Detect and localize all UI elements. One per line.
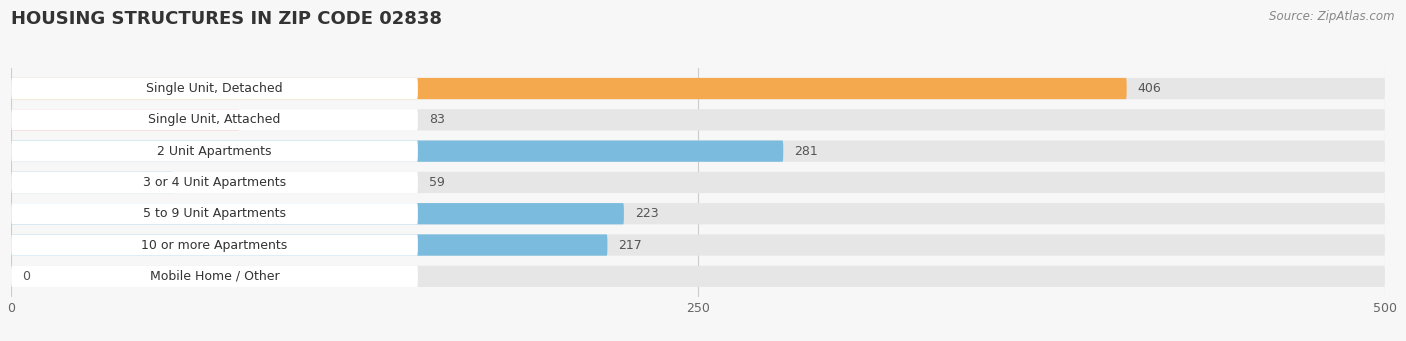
FancyBboxPatch shape	[11, 234, 1385, 256]
FancyBboxPatch shape	[11, 234, 607, 256]
FancyBboxPatch shape	[11, 140, 783, 162]
FancyBboxPatch shape	[11, 203, 418, 224]
FancyBboxPatch shape	[11, 140, 418, 162]
FancyBboxPatch shape	[11, 234, 418, 256]
Text: 223: 223	[636, 207, 658, 220]
FancyBboxPatch shape	[11, 172, 1385, 193]
Text: 281: 281	[794, 145, 818, 158]
FancyBboxPatch shape	[11, 203, 624, 224]
FancyBboxPatch shape	[11, 78, 418, 99]
Text: 83: 83	[429, 113, 444, 126]
Text: Single Unit, Attached: Single Unit, Attached	[149, 113, 281, 126]
Text: Single Unit, Detached: Single Unit, Detached	[146, 82, 283, 95]
FancyBboxPatch shape	[11, 78, 1385, 99]
Text: 59: 59	[429, 176, 444, 189]
Text: 10 or more Apartments: 10 or more Apartments	[142, 239, 288, 252]
FancyBboxPatch shape	[11, 203, 1385, 224]
FancyBboxPatch shape	[11, 172, 173, 193]
Text: HOUSING STRUCTURES IN ZIP CODE 02838: HOUSING STRUCTURES IN ZIP CODE 02838	[11, 10, 443, 28]
Text: 217: 217	[619, 239, 643, 252]
FancyBboxPatch shape	[11, 109, 239, 131]
FancyBboxPatch shape	[11, 109, 1385, 131]
FancyBboxPatch shape	[11, 109, 418, 131]
Text: Mobile Home / Other: Mobile Home / Other	[149, 270, 280, 283]
FancyBboxPatch shape	[11, 78, 1126, 99]
FancyBboxPatch shape	[11, 266, 1385, 287]
Text: 0: 0	[22, 270, 31, 283]
Text: 3 or 4 Unit Apartments: 3 or 4 Unit Apartments	[143, 176, 285, 189]
Text: Source: ZipAtlas.com: Source: ZipAtlas.com	[1270, 10, 1395, 23]
FancyBboxPatch shape	[11, 266, 418, 287]
FancyBboxPatch shape	[11, 140, 1385, 162]
Text: 406: 406	[1137, 82, 1161, 95]
Text: 2 Unit Apartments: 2 Unit Apartments	[157, 145, 271, 158]
FancyBboxPatch shape	[11, 172, 418, 193]
Text: 5 to 9 Unit Apartments: 5 to 9 Unit Apartments	[143, 207, 285, 220]
